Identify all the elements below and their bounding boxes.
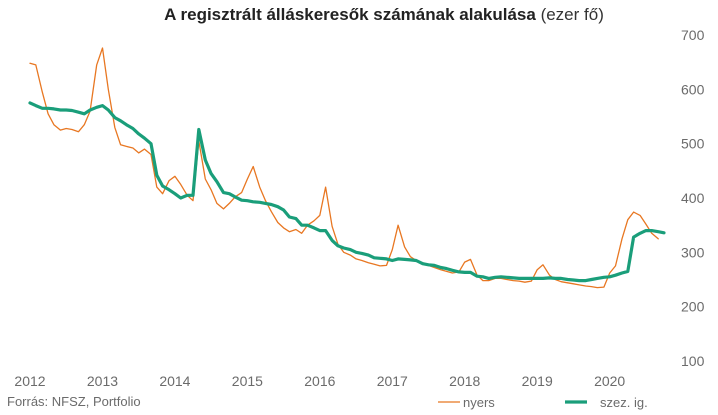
x-tick-label-2015: 2015 — [232, 373, 263, 389]
y-tick-label-700: 700 — [681, 27, 705, 43]
x-axis-tick-labels: 2012 2013 2014 2015 2016 2017 2018 2019 2020 — [14, 373, 625, 389]
y-axis-tick-labels: 100 200 300 400 500 600 700 — [681, 27, 705, 369]
series-layer — [28, 47, 666, 289]
legend-label-0: nyers — [463, 395, 495, 410]
x-tick-label-2017: 2017 — [377, 373, 408, 389]
chart-title-main: A regisztrált álláskeresők számának alak… — [164, 5, 536, 24]
y-tick-label-600: 600 — [681, 81, 705, 97]
x-tick-label-2012: 2012 — [14, 373, 45, 389]
chart-title: A regisztrált álláskeresők számának alak… — [164, 5, 604, 24]
y-tick-label-500: 500 — [681, 136, 705, 152]
series-line-0 — [29, 47, 659, 289]
x-tick-label-2018: 2018 — [449, 373, 480, 389]
y-tick-label-400: 400 — [681, 190, 705, 206]
source-note: Forrás: NFSZ, Portfolio — [7, 394, 141, 409]
legend-label-1: szez. ig. — [600, 395, 648, 410]
y-tick-label-100: 100 — [681, 353, 705, 369]
x-tick-label-2016: 2016 — [304, 373, 335, 389]
series-line-1 — [28, 101, 666, 283]
x-tick-label-2013: 2013 — [87, 373, 118, 389]
y-tick-label-200: 200 — [681, 299, 705, 315]
x-tick-label-2020: 2020 — [594, 373, 625, 389]
legend: nyers szez. ig. — [438, 395, 648, 410]
x-tick-label-2019: 2019 — [522, 373, 553, 389]
y-tick-label-300: 300 — [681, 244, 705, 260]
x-tick-label-2014: 2014 — [159, 373, 190, 389]
chart-title-unit: (ezer fő) — [541, 5, 604, 24]
